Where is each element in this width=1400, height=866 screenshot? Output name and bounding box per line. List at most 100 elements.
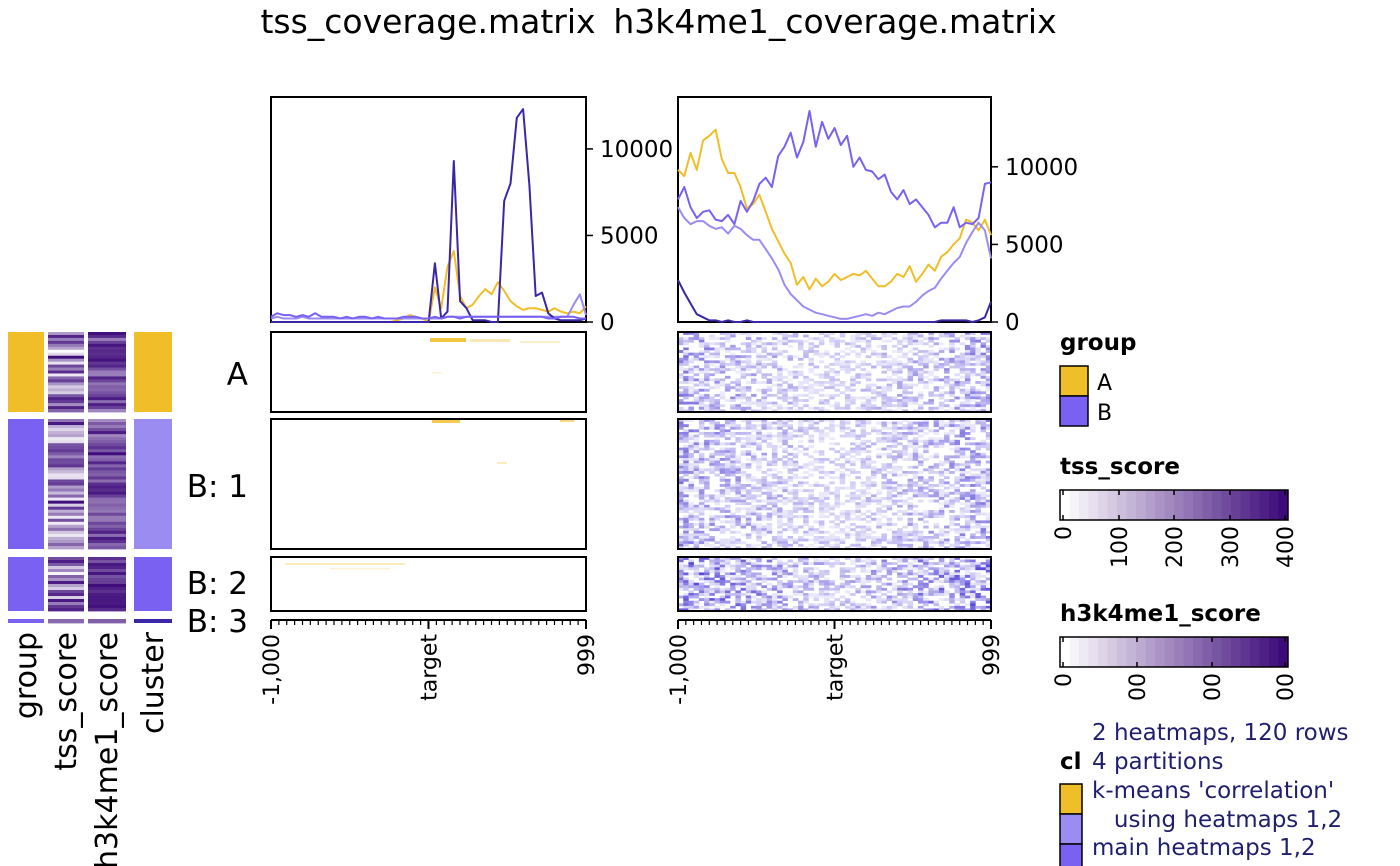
legend-gradient-step — [1212, 490, 1222, 520]
heatmap-cell — [808, 494, 814, 498]
heatmap-cell — [881, 575, 887, 578]
heatmap-cell — [970, 536, 976, 539]
heatmap-cell — [897, 434, 903, 438]
heatmap-cell — [855, 381, 861, 384]
heatmap-cell — [839, 577, 846, 581]
heatmap-cell — [865, 355, 872, 359]
heatmap-cell — [782, 432, 788, 435]
heatmap-cell — [740, 562, 747, 566]
heatmap-cell — [719, 458, 726, 461]
heatmap-cell — [970, 409, 976, 413]
heatmap-cell — [719, 491, 726, 495]
heatmap-cell — [704, 393, 710, 397]
heatmap-cell — [876, 512, 882, 516]
heatmap-cell — [985, 481, 992, 485]
heatmap-cell — [949, 486, 955, 490]
heatmap-cell — [756, 608, 762, 612]
heatmap-cell — [897, 355, 903, 359]
heatmap-cell — [777, 391, 783, 395]
heatmap-cell — [683, 582, 689, 586]
heatmap-cell — [891, 569, 898, 573]
heatmap-cell — [751, 510, 757, 513]
heatmap-cell — [897, 404, 903, 408]
heatmap-cell — [985, 355, 992, 359]
heatmap-cell — [928, 608, 934, 612]
heatmap-cell — [970, 332, 976, 335]
heatmap-cell — [844, 401, 851, 405]
heatmap-cell — [907, 401, 914, 405]
heatmap-cell — [850, 396, 856, 400]
heatmap-cell — [881, 401, 887, 405]
heatmap-cell — [907, 332, 914, 335]
heatmap-cell — [678, 368, 684, 372]
heatmap-cell — [709, 538, 715, 542]
heatmap-cell — [803, 580, 809, 584]
heatmap-cell — [881, 424, 887, 428]
heatmap-cell — [730, 471, 736, 474]
heatmap-cell — [818, 507, 825, 511]
heatmap-cell — [964, 507, 971, 511]
heatmap-cell — [834, 585, 841, 589]
heatmap-cell — [907, 517, 914, 521]
heatmap-cell — [797, 386, 804, 390]
heatmap-cell — [714, 590, 721, 594]
heatmap-cell — [881, 559, 887, 563]
heatmap-cell — [683, 362, 689, 366]
series-line-3 — [677, 279, 992, 323]
heatmap-cell — [797, 450, 804, 454]
heatmap-cell — [954, 445, 960, 448]
tss-score-cell — [48, 494, 84, 498]
heatmap-cell — [745, 567, 752, 571]
heatmap-cell — [912, 347, 919, 351]
heatmap-cell — [771, 585, 778, 589]
heatmap-cell — [855, 452, 861, 456]
h3k4me1-score-cell — [88, 373, 126, 377]
heatmap-cell — [975, 499, 981, 503]
heatmap-cell — [709, 515, 715, 519]
heatmap-cell — [803, 585, 809, 589]
heatmap-cell — [735, 538, 741, 542]
heatmap-cell — [923, 582, 929, 586]
heatmap-cell — [683, 391, 689, 395]
heatmap-cell — [938, 342, 945, 346]
heatmap-cell — [881, 562, 887, 566]
heatmap-cell — [985, 383, 992, 387]
heatmap-cell — [787, 528, 794, 532]
heatmap-cell — [917, 546, 924, 550]
heatmap-cell — [985, 375, 992, 379]
heatmap-cell — [756, 517, 762, 521]
heatmap-cell — [724, 357, 731, 361]
h3k4me1-score-cell — [88, 352, 126, 357]
heatmap-cell — [928, 562, 934, 566]
heatmap-cell — [771, 404, 778, 408]
heatmap-cell — [897, 587, 903, 591]
heatmap-cell — [891, 486, 898, 490]
heatmap-cell — [824, 585, 830, 589]
heatmap-cell — [985, 447, 992, 451]
heatmap-cell — [740, 605, 747, 609]
heatmap-cell — [954, 468, 960, 472]
heatmap-cell — [829, 386, 835, 390]
heatmap-cell — [719, 342, 726, 346]
heatmap-cell — [839, 538, 846, 542]
heatmap-cell — [964, 437, 971, 441]
tss-score-cell — [48, 509, 84, 514]
heatmap-cell — [964, 375, 971, 379]
heatmap-cell — [719, 381, 726, 384]
heatmap-cell — [949, 360, 955, 364]
y-tick-label: 5000 — [600, 223, 659, 249]
heatmap-cell — [678, 339, 684, 343]
heatmap-cell — [751, 362, 757, 366]
heatmap-cell — [970, 404, 976, 408]
heatmap-cell — [808, 391, 814, 395]
heatmap-cell — [834, 362, 841, 366]
heatmap-cell — [714, 406, 721, 410]
heatmap-cell — [704, 499, 710, 503]
heatmap-cell — [923, 432, 929, 435]
heatmap-cell — [949, 334, 955, 338]
heatmap-cell — [693, 536, 700, 539]
heatmap-cell — [740, 582, 747, 586]
heatmap-cell — [824, 409, 830, 413]
heatmap-cell — [813, 383, 820, 387]
legend-swatch-b — [1059, 395, 1089, 427]
